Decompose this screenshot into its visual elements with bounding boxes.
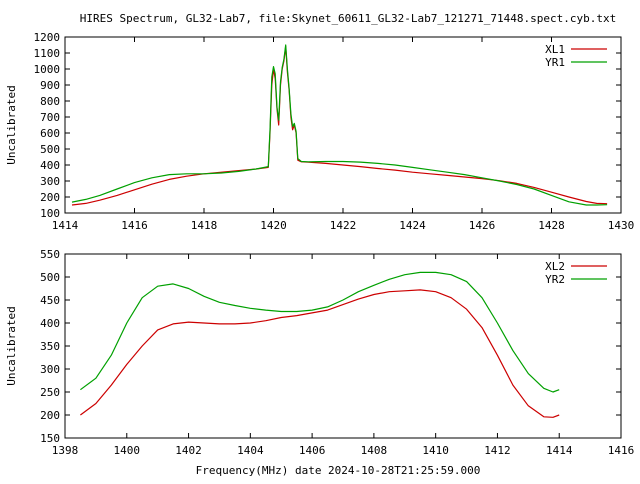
y-tick-label: 1100 [34,47,61,60]
x-tick-label: 1418 [191,219,218,232]
x-tick-label: 1428 [538,219,565,232]
x-tick-label: 1408 [361,444,388,457]
x-tick-label: 1424 [399,219,426,232]
series-line-yr2 [80,271,560,393]
legend-label: YR2 [545,273,565,286]
plot-frame [64,253,622,439]
y-tick-label: 700 [40,111,60,124]
bottom-spectrum-chart: 1398 1400 1402 1404 1406 1408 1410 1412 1414 1416… [5,248,634,457]
x-tick-label: 1398 [52,444,79,457]
x-axis-label: Frequency(MHz) date 2024-10-28T21:25:59.… [196,464,481,477]
x-tick-label: 1402 [175,444,202,457]
x-tick-label: 1416 [121,219,148,232]
legend-label: YR1 [545,56,565,69]
y-tick-label: 150 [40,432,60,445]
y-axis-label: Uncalibrated [5,85,18,164]
y-tick-label: 1000 [34,63,61,76]
y-tick-label: 250 [40,386,60,399]
x-tick-label: 1420 [260,219,287,232]
y-tick-label: 600 [40,127,60,140]
y-tick-label: 200 [40,191,60,204]
y-tick-label: 1200 [34,31,61,44]
y-tick-label: 350 [40,340,60,353]
y-tick-label: 300 [40,363,60,376]
series-line-xl1 [71,46,608,206]
x-tick-label: 1410 [422,444,449,457]
y-axis-label: Uncalibrated [5,306,18,385]
legend-label: XL1 [545,43,565,56]
series-line-yr1 [71,44,608,206]
x-tick-label: 1430 [608,219,635,232]
series-line-xl2 [80,289,560,418]
x-tick-label: 1416 [608,444,635,457]
plot-frame [64,36,622,214]
y-tick-label: 200 [40,409,60,422]
x-tick-label: 1404 [237,444,264,457]
top-spectrum-chart: 1414 1416 1418 1420 1422 1424 1426 1428 1430 100 2… [5,31,634,232]
y-tick-label: 550 [40,248,60,261]
y-tick-label: 100 [40,207,60,220]
x-tick-label: 1400 [114,444,141,457]
x-tick-label: 1412 [484,444,511,457]
x-tick-label: 1422 [330,219,357,232]
figure-title: HIRES Spectrum, GL32-Lab7, file:Skynet_6… [80,12,616,25]
y-tick-label: 300 [40,175,60,188]
y-tick-label: 400 [40,159,60,172]
y-tick-label: 800 [40,95,60,108]
y-tick-label: 900 [40,79,60,92]
x-tick-label: 1414 [52,219,79,232]
x-tick-label: 1426 [469,219,496,232]
legend-label: XL2 [545,260,565,273]
x-tick-label: 1414 [546,444,573,457]
y-tick-label: 500 [40,271,60,284]
y-tick-label: 400 [40,317,60,330]
y-tick-label: 450 [40,294,60,307]
x-tick-label: 1406 [299,444,326,457]
y-tick-label: 500 [40,143,60,156]
